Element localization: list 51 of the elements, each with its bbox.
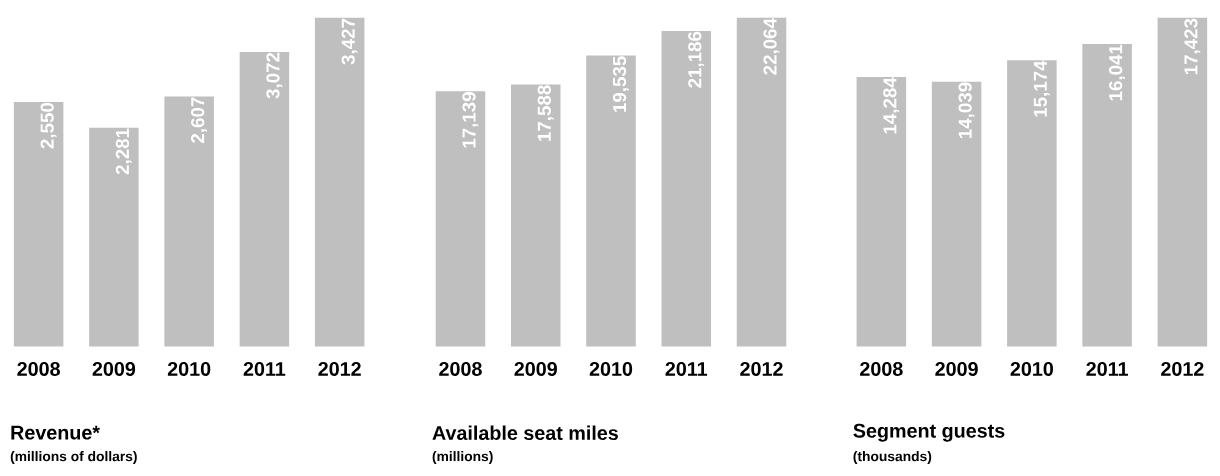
x-tick-label: 2008 bbox=[860, 361, 903, 376]
bar bbox=[736, 17, 787, 347]
x-tick-label: 2009 bbox=[935, 361, 978, 376]
text: Available seat miles bbox=[432, 425, 618, 440]
data-label: 3,427 bbox=[341, 18, 358, 65]
data-label: 17,139 bbox=[462, 91, 479, 148]
bar bbox=[931, 81, 982, 347]
x-tick-label: 2011 bbox=[1086, 361, 1128, 376]
bar bbox=[510, 84, 561, 347]
bar bbox=[13, 101, 64, 347]
bar bbox=[239, 51, 290, 347]
x-tick-label: 2011 bbox=[243, 361, 286, 376]
data-label: 14,284 bbox=[883, 77, 900, 134]
bar bbox=[435, 91, 486, 347]
x-tick-label: 2009 bbox=[92, 361, 136, 376]
bar bbox=[1007, 60, 1057, 347]
data-label: 17,423 bbox=[1184, 18, 1201, 75]
bar bbox=[89, 127, 139, 347]
data-label: 19,535 bbox=[612, 56, 629, 112]
text: Segment guests bbox=[853, 423, 1005, 442]
bar bbox=[1082, 43, 1132, 347]
data-label: 21,186 bbox=[688, 31, 705, 88]
data-label: 14,039 bbox=[958, 82, 975, 138]
x-tick-label: 2012 bbox=[318, 361, 361, 376]
data-label: 2,550 bbox=[40, 102, 57, 149]
x-tick-label: 2012 bbox=[740, 361, 783, 376]
data-label: 2,607 bbox=[191, 97, 208, 143]
x-tick-label: 2008 bbox=[17, 361, 60, 376]
data-label: 2,281 bbox=[115, 128, 132, 175]
bar bbox=[586, 55, 636, 347]
x-tick-label: 2012 bbox=[1161, 361, 1204, 376]
text: (thousands) bbox=[853, 450, 932, 464]
data-label: 22,064 bbox=[763, 17, 780, 75]
data-label: 3,072 bbox=[266, 52, 283, 99]
text: (millions of dollars) bbox=[10, 450, 137, 464]
bar bbox=[164, 96, 214, 347]
bar bbox=[661, 30, 712, 347]
x-tick-label: 2010 bbox=[1010, 361, 1053, 376]
x-tick-label: 2010 bbox=[589, 361, 633, 376]
x-tick-label: 2008 bbox=[439, 361, 482, 376]
bar bbox=[856, 76, 907, 347]
x-tick-label: 2010 bbox=[167, 361, 211, 376]
x-tick-label: 2009 bbox=[514, 361, 557, 376]
data-label: 17,588 bbox=[537, 85, 554, 141]
bar bbox=[314, 17, 365, 347]
bar bbox=[1157, 17, 1208, 347]
text: (millions) bbox=[432, 450, 493, 464]
data-label: 15,174 bbox=[1033, 60, 1050, 117]
text: Revenue* bbox=[11, 425, 100, 440]
x-tick-label: 2011 bbox=[665, 361, 708, 376]
data-label: 16,041 bbox=[1109, 44, 1126, 101]
